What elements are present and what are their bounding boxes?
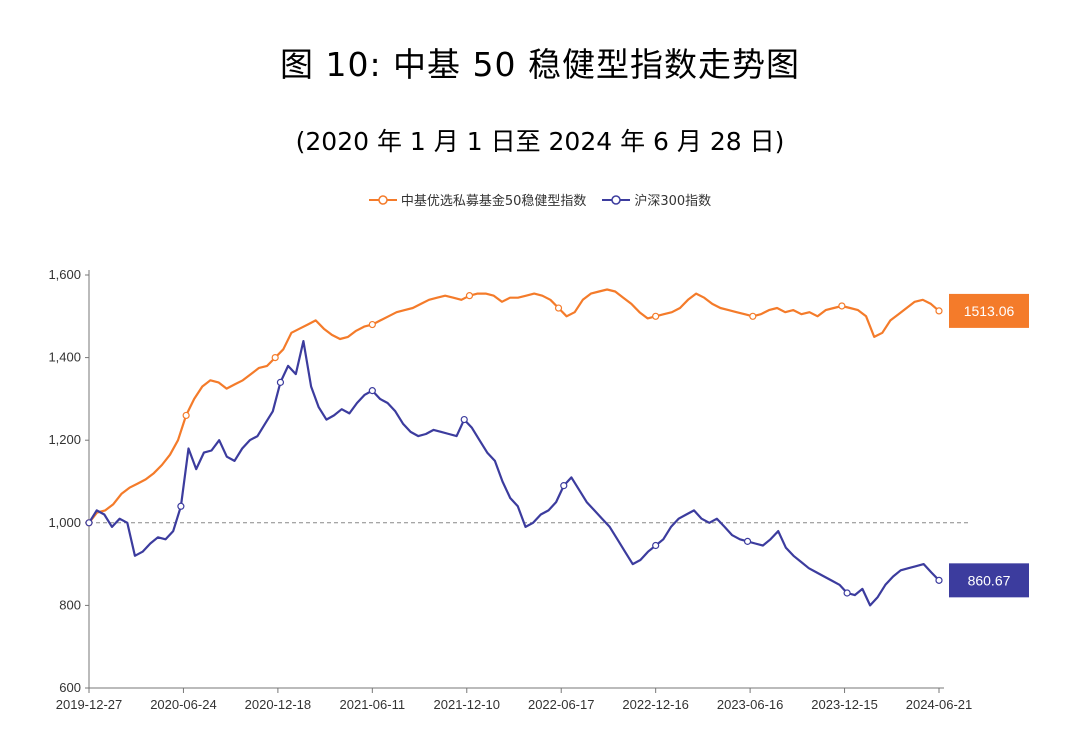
series-2-marker[interactable] <box>368 387 376 395</box>
x-tick-label: 2019-12-27 <box>56 697 123 712</box>
series-1-marker[interactable] <box>554 304 563 312</box>
series-1-marker[interactable] <box>935 307 943 315</box>
series-1-marker[interactable] <box>838 302 846 310</box>
series-2-end-label-box <box>949 563 1029 598</box>
legend-label-series-1: 中基优选私募基金50稳健型指数 <box>400 194 587 209</box>
series-1-end-label: 1513.06 <box>964 303 1015 319</box>
series-1-marker[interactable] <box>652 312 660 320</box>
y-tick-label: 600 <box>59 680 81 695</box>
y-tick-label: 1,600 <box>48 267 81 282</box>
x-tick-label: 2021-06-11 <box>340 697 406 712</box>
legend-item-series-1[interactable]: 中基优选私募基金50稳健型指数 <box>368 190 587 209</box>
series-2-marker[interactable] <box>652 541 660 550</box>
series-line-2[interactable] <box>88 340 940 607</box>
x-tick-label: 2022-12-16 <box>622 697 689 712</box>
legend-swatch-series-1 <box>368 194 397 205</box>
series-1-marker[interactable] <box>271 354 279 362</box>
x-tick-label: 2023-06-16 <box>717 697 784 712</box>
legend-item-series-2[interactable]: 沪深300指数 <box>602 190 711 209</box>
x-tick-label: 2023-12-15 <box>811 697 878 712</box>
legend-swatch-series-2 <box>602 194 631 205</box>
x-tick-label: 2024-06-21 <box>906 697 973 712</box>
x-tick-label: 2021-12-10 <box>434 697 501 712</box>
series-1-marker[interactable] <box>465 292 474 300</box>
legend-label-series-2: 沪深300指数 <box>634 194 712 209</box>
legend: 中基优选私募基金50稳健型指数 沪深300指数 <box>0 190 1080 209</box>
chart-title: 图 10: 中基 50 稳健型指数走势图 <box>279 45 801 84</box>
series-line-1[interactable] <box>88 288 940 524</box>
x-tick-label: 2022-06-17 <box>528 697 595 712</box>
series-1-end-label-box <box>949 293 1029 328</box>
y-tick-label: 1,000 <box>48 515 81 530</box>
y-tick-label: 800 <box>59 597 81 612</box>
series-2-marker[interactable] <box>276 378 285 386</box>
series-2-end-label: 860.67 <box>968 572 1011 588</box>
series-2-marker[interactable] <box>560 482 568 490</box>
chart-subtitle: (2020 年 1 月 1 日至 2024 年 6 月 28 日) <box>295 127 785 156</box>
y-tick-label: 1,400 <box>48 350 81 365</box>
series-1-marker[interactable] <box>749 312 757 320</box>
y-tick-label: 1,200 <box>48 432 81 447</box>
series-2-marker[interactable] <box>460 415 468 424</box>
series-1-marker[interactable] <box>182 411 190 420</box>
x-tick-label: 2020-06-24 <box>150 697 217 712</box>
series-2-marker[interactable] <box>177 502 185 510</box>
series-2-marker[interactable] <box>85 519 93 527</box>
series-2-marker[interactable] <box>843 589 851 597</box>
series-2-marker[interactable] <box>743 537 752 545</box>
series-2-marker[interactable] <box>935 576 943 584</box>
series-1-marker[interactable] <box>368 320 376 329</box>
x-tick-label: 2020-12-18 <box>245 697 312 712</box>
